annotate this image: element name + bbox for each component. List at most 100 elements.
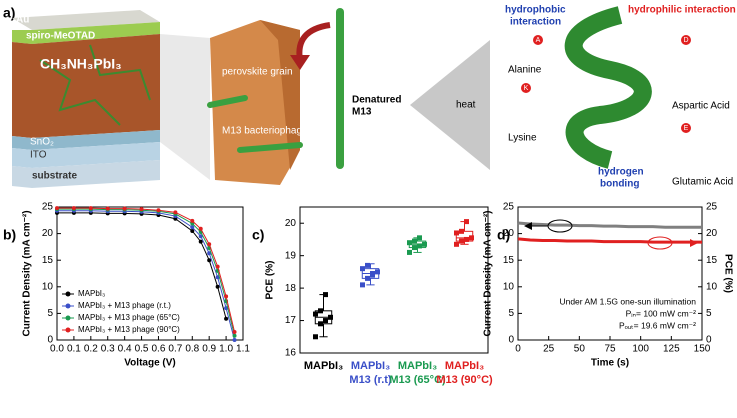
label: M13 bacteriophage — [222, 126, 308, 137]
panel-label: d) — [497, 227, 510, 243]
point — [417, 243, 422, 249]
arrow-head — [524, 222, 532, 230]
point — [190, 228, 195, 233]
x-tick-label: M13 (65°C) — [389, 374, 446, 386]
x-tick-label: 0.1 — [67, 344, 81, 355]
label: Lysine — [508, 133, 537, 144]
point — [207, 242, 212, 247]
d-decor — [524, 219, 698, 250]
point — [198, 239, 203, 244]
annotation: Pₒᵤₜ= 19.6 mW cm⁻² — [619, 320, 696, 330]
residue-label: A — [536, 37, 541, 44]
y-tick-label: 15 — [503, 255, 515, 266]
layer-label: spiro-MeOTAD — [26, 31, 95, 42]
point — [232, 330, 237, 335]
y-tick-label: 20 — [285, 218, 297, 229]
point — [365, 275, 370, 281]
panel-label: a) — [3, 5, 15, 21]
x-axis-label: Time (s) — [591, 358, 629, 369]
legend-label: MAPbI₃ + M13 phage (90°C) — [78, 325, 180, 334]
point — [207, 258, 212, 263]
label: bonding — [600, 179, 639, 190]
x-tick-label: M13 (90°C) — [436, 374, 493, 386]
x-tick-label: 0.7 — [168, 344, 182, 355]
label: Aspartic Acid — [672, 101, 730, 112]
x-tick-label: 0.3 — [101, 344, 115, 355]
point — [55, 206, 59, 211]
point — [375, 269, 380, 275]
x-tick-label: 25 — [543, 344, 555, 355]
residue — [521, 83, 531, 93]
y2-tick-label: 20 — [706, 228, 718, 239]
x-tick-label: 1.1 — [236, 344, 250, 355]
x-tick-label: 75 — [604, 344, 616, 355]
point — [365, 262, 370, 268]
x-axis-label: Voltage (V) — [124, 358, 175, 369]
series-line — [517, 237, 702, 244]
panel-a: a) Au spiro-MeOTAD CH₃NH₃PbI₃ SnO₂ ITO s… — [3, 5, 736, 190]
label: hydrophilic interaction — [628, 5, 736, 16]
y-tick-label: 10 — [42, 281, 54, 292]
panel-label: b) — [3, 227, 16, 243]
residue-label: D — [683, 37, 688, 44]
x-tick-label: MAPbI₃ — [304, 360, 343, 372]
grain-boundary — [89, 44, 151, 101]
residue-label: K — [524, 85, 529, 92]
point — [215, 284, 220, 289]
y-tick-label: 15 — [42, 255, 54, 266]
point — [190, 225, 195, 230]
y-tick-label: 16 — [285, 348, 297, 359]
y-tick-label: 10 — [503, 281, 515, 292]
layer-label: ITO — [30, 150, 47, 161]
point — [422, 241, 427, 247]
point — [122, 206, 127, 211]
point — [360, 282, 365, 288]
x-tick-label: M13 (r.t) — [349, 374, 392, 386]
layer-label: substrate — [32, 171, 77, 182]
point — [464, 236, 469, 242]
x-tick-label: 150 — [694, 344, 711, 355]
label: perovskite grain — [222, 67, 293, 78]
panel-label: c) — [252, 227, 264, 243]
phage — [207, 95, 248, 108]
grain-side — [260, 20, 300, 170]
legend-dot — [65, 327, 71, 333]
y-tick-label: 0 — [47, 335, 53, 346]
y-tick-label: 19 — [285, 250, 297, 261]
point — [454, 241, 459, 247]
grain-boundary — [39, 59, 121, 126]
y-tick-label: 5 — [508, 308, 514, 319]
point — [459, 228, 464, 234]
point — [464, 219, 469, 225]
grain-shape — [210, 20, 300, 185]
layer-label: Au — [16, 15, 29, 26]
y-tick-label: 20 — [42, 228, 54, 239]
ito-layer — [12, 142, 160, 168]
point — [198, 234, 203, 239]
point — [323, 318, 328, 324]
residue — [681, 123, 691, 133]
zoom-cone — [160, 34, 210, 180]
series-line — [517, 221, 702, 229]
label: hydrogen — [598, 167, 644, 178]
x-tick-label: 0 — [515, 344, 521, 355]
label: hydrophobic — [505, 5, 566, 16]
sno2-layer — [12, 130, 160, 150]
label: interaction — [510, 17, 561, 28]
x-tick-label: 0.0 — [50, 344, 64, 355]
legend-label: MAPbI₃ + M13 phage (65°C) — [78, 313, 180, 322]
layer-label: CH₃NH₃PbI₃ — [40, 56, 122, 72]
point — [323, 292, 328, 298]
point — [232, 333, 237, 338]
point — [232, 338, 237, 342]
y2-tick-label: 0 — [706, 335, 712, 346]
substrate-layer — [12, 160, 160, 188]
x-tick-label: 0.2 — [84, 344, 98, 355]
point — [313, 334, 318, 340]
x-tick-label: 50 — [574, 344, 586, 355]
residue — [533, 35, 543, 45]
point — [156, 208, 161, 213]
y2-axis-label: PCE (%) — [722, 254, 733, 293]
label: M13 — [352, 107, 372, 118]
